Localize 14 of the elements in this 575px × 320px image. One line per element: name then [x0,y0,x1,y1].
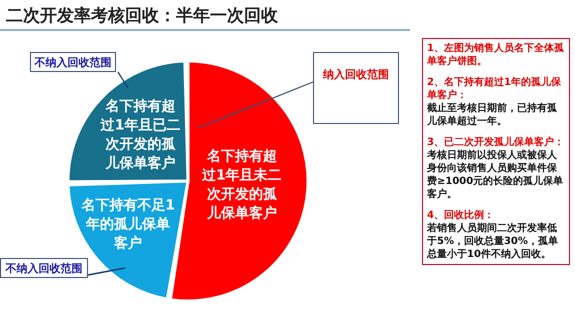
slice-label: 名下持有超过1年且未二次开发的孤儿保单客户 [200,148,282,222]
text: 若销售人员期间二次开发率低于5%，回收总量30%，孤单总量小于10件不纳入回收。 [427,222,559,261]
text: 4、回收比例： [427,209,495,222]
slice-label: 名下持有超过1年且已二次开发的孤儿保单客户 [100,98,180,172]
chart-title: 二次开发率考核回收：半年一次回收 [6,5,278,27]
text: 1、左图为销售人员名下全体孤单客户饼图。 [427,42,565,68]
text: 不纳入回收范围 [0,258,88,278]
slice-label: 名下持有不足1年的孤儿保单客户 [80,197,176,252]
text: 考核日期前以投保人或被保人身份向该销售人员购买单件保费≥1000元的长险的孤儿保单客户。 [427,149,564,201]
text: 3、已二次开发孤儿保单客户： [427,136,565,149]
text: 不纳入回收范围 [30,52,116,72]
text: 纳入回收范围 [313,52,399,124]
text: 截止至考核日期前，已持有孤儿保单超过一年。 [427,102,558,128]
text: 2、名下持有超过1年的孤儿保单客户： [427,76,562,102]
